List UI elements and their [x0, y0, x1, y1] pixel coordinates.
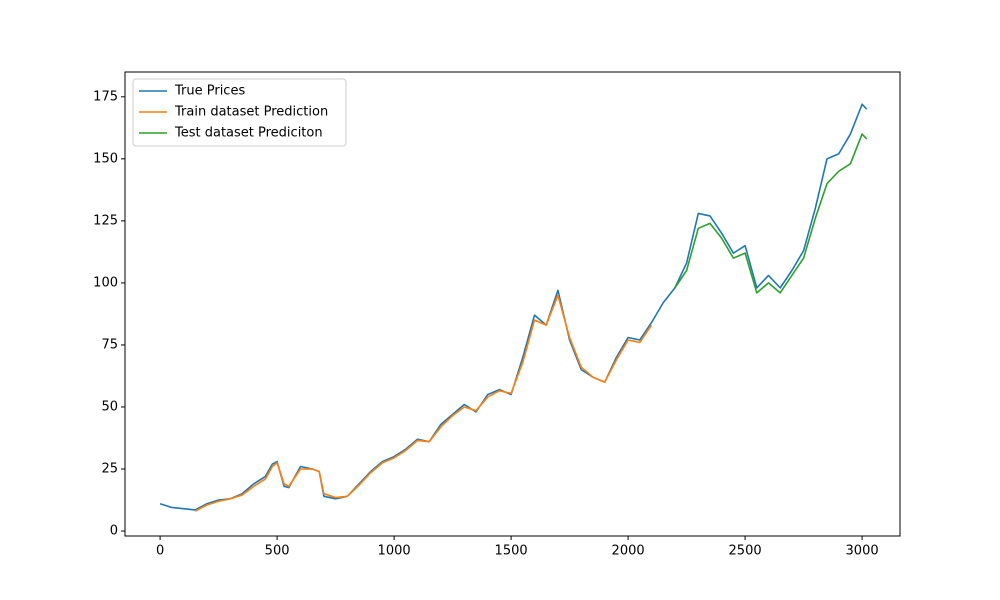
x-tick-label: 0 — [156, 544, 164, 559]
x-tick-label: 500 — [265, 544, 290, 559]
x-tick-label: 2000 — [612, 544, 645, 559]
y-tick-label: 175 — [93, 89, 118, 104]
y-tick-label: 100 — [93, 275, 118, 290]
x-tick-label: 1000 — [378, 544, 411, 559]
legend-label: Test dataset Prediciton — [174, 126, 323, 141]
x-tick-label: 1500 — [495, 544, 528, 559]
line — [194, 294, 653, 512]
legend-label: Train dataset Prediction — [174, 105, 328, 120]
y-tick-label: 75 — [101, 337, 118, 352]
y-tick-label: 125 — [93, 213, 118, 228]
x-tick-label: 3000 — [846, 544, 879, 559]
line — [159, 103, 868, 511]
y-tick-label: 150 — [93, 151, 118, 166]
line — [674, 133, 868, 294]
axes-frame — [124, 71, 901, 537]
y-tick-label: 25 — [101, 462, 118, 477]
y-tick-label: 0 — [110, 524, 118, 539]
y-tick-label: 50 — [101, 399, 118, 414]
x-tick-label: 2500 — [729, 544, 762, 559]
legend-box — [132, 78, 347, 147]
legend-label: True Prices — [174, 84, 245, 99]
